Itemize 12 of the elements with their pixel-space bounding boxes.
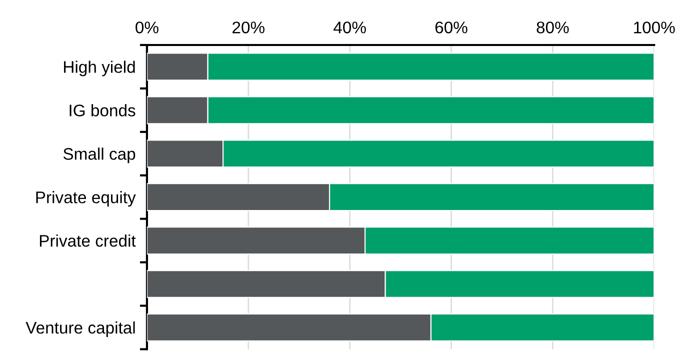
y-tick-label: IG bonds — [70, 104, 136, 116]
x-tick-label: 100% — [634, 22, 675, 34]
y-tick-label: Small cap — [63, 148, 136, 164]
y-tick-label: Venture capital — [26, 321, 135, 337]
x-tick-label: 20% — [232, 22, 264, 34]
x-tick-label: 80% — [536, 22, 569, 34]
x-tick-label: 0% — [136, 22, 158, 34]
y-tick-label: Private credit — [40, 234, 136, 247]
x-tick-label: 60% — [435, 22, 468, 34]
x-tick-label: 40% — [334, 22, 366, 34]
y-tick-label: Private equity — [36, 191, 136, 207]
y-tick-label: High yield — [64, 60, 135, 76]
